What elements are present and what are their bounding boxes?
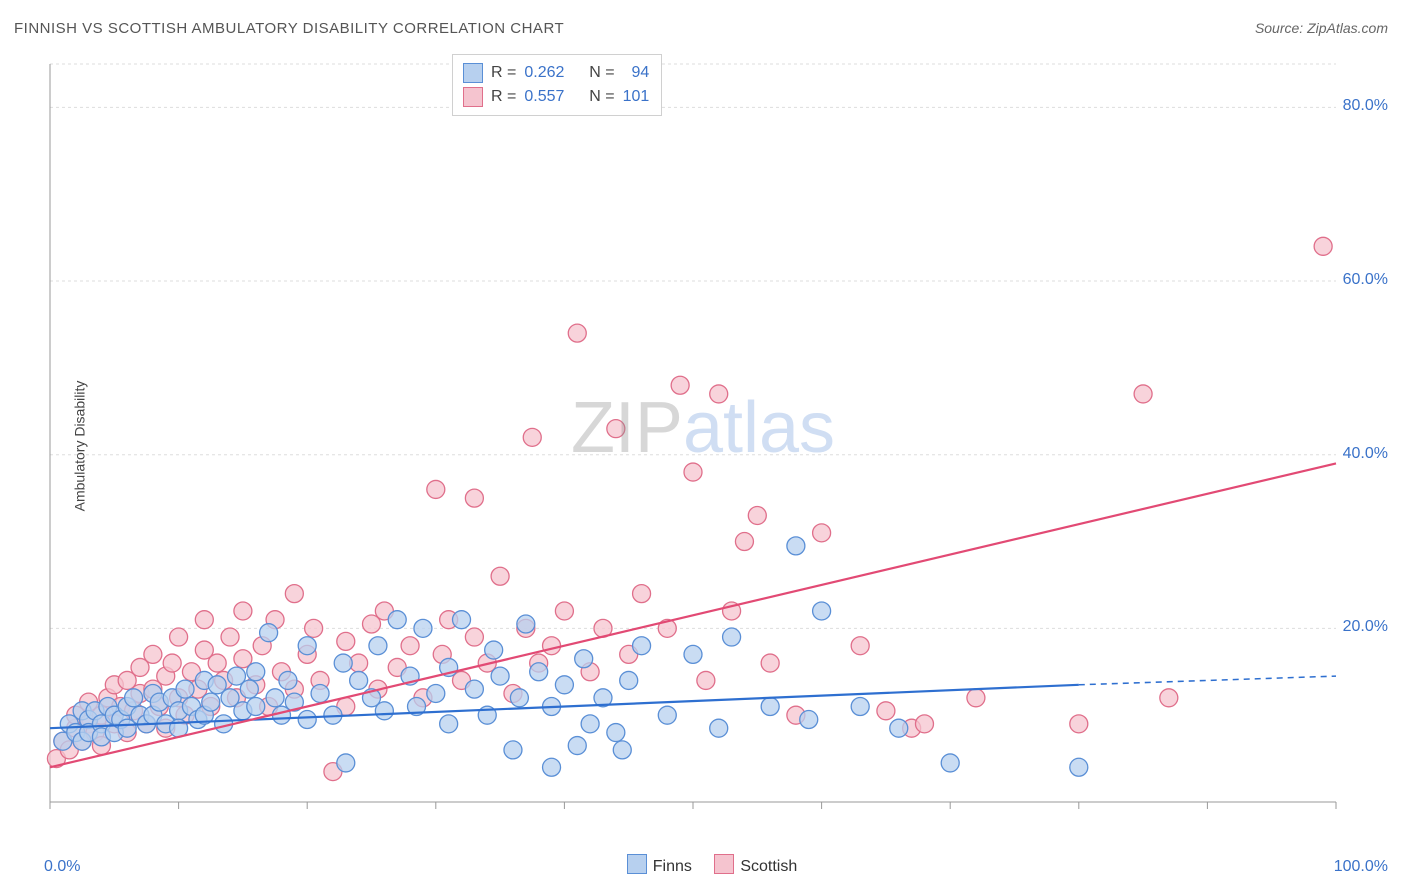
scatter-plot	[44, 58, 1386, 828]
y-tick-label: 60.0%	[1343, 271, 1388, 289]
stats-n-label2: N =	[589, 61, 614, 85]
stats-box: R = 0.262 N = 94 R = 0.557 N = 101	[452, 54, 662, 116]
stats-row-finns: R = 0.262 N = 94	[463, 61, 649, 85]
stats-n-label	[572, 61, 581, 85]
stats-swatch-scottish	[463, 87, 483, 107]
y-tick-label: 40.0%	[1343, 445, 1388, 463]
stats-swatch-finns	[463, 63, 483, 83]
chart-title: FINNISH VS SCOTTISH AMBULATORY DISABILIT…	[14, 20, 564, 37]
stats-r-label: R =	[491, 61, 516, 85]
stats-n-finns: 94	[623, 61, 650, 85]
legend-label-finns: Finns	[653, 858, 692, 875]
stats-r-scottish: 0.557	[524, 85, 564, 109]
stats-n-scottish: 101	[623, 85, 650, 109]
stats-r-label: R =	[491, 85, 516, 109]
legend-swatch-finns	[627, 854, 647, 874]
y-tick-label: 20.0%	[1343, 618, 1388, 636]
y-tick-label: 80.0%	[1343, 97, 1388, 115]
plot-svg	[44, 58, 1386, 828]
stats-n-label	[572, 85, 581, 109]
legend-swatch-scottish	[714, 854, 734, 874]
stats-n-label2: N =	[589, 85, 614, 109]
bottom-legend: Finns Scottish	[0, 854, 1406, 876]
stats-r-finns: 0.262	[524, 61, 564, 85]
source-attribution: Source: ZipAtlas.com	[1255, 20, 1388, 36]
stats-row-scottish: R = 0.557 N = 101	[463, 85, 649, 109]
legend-label-scottish: Scottish	[740, 858, 797, 875]
